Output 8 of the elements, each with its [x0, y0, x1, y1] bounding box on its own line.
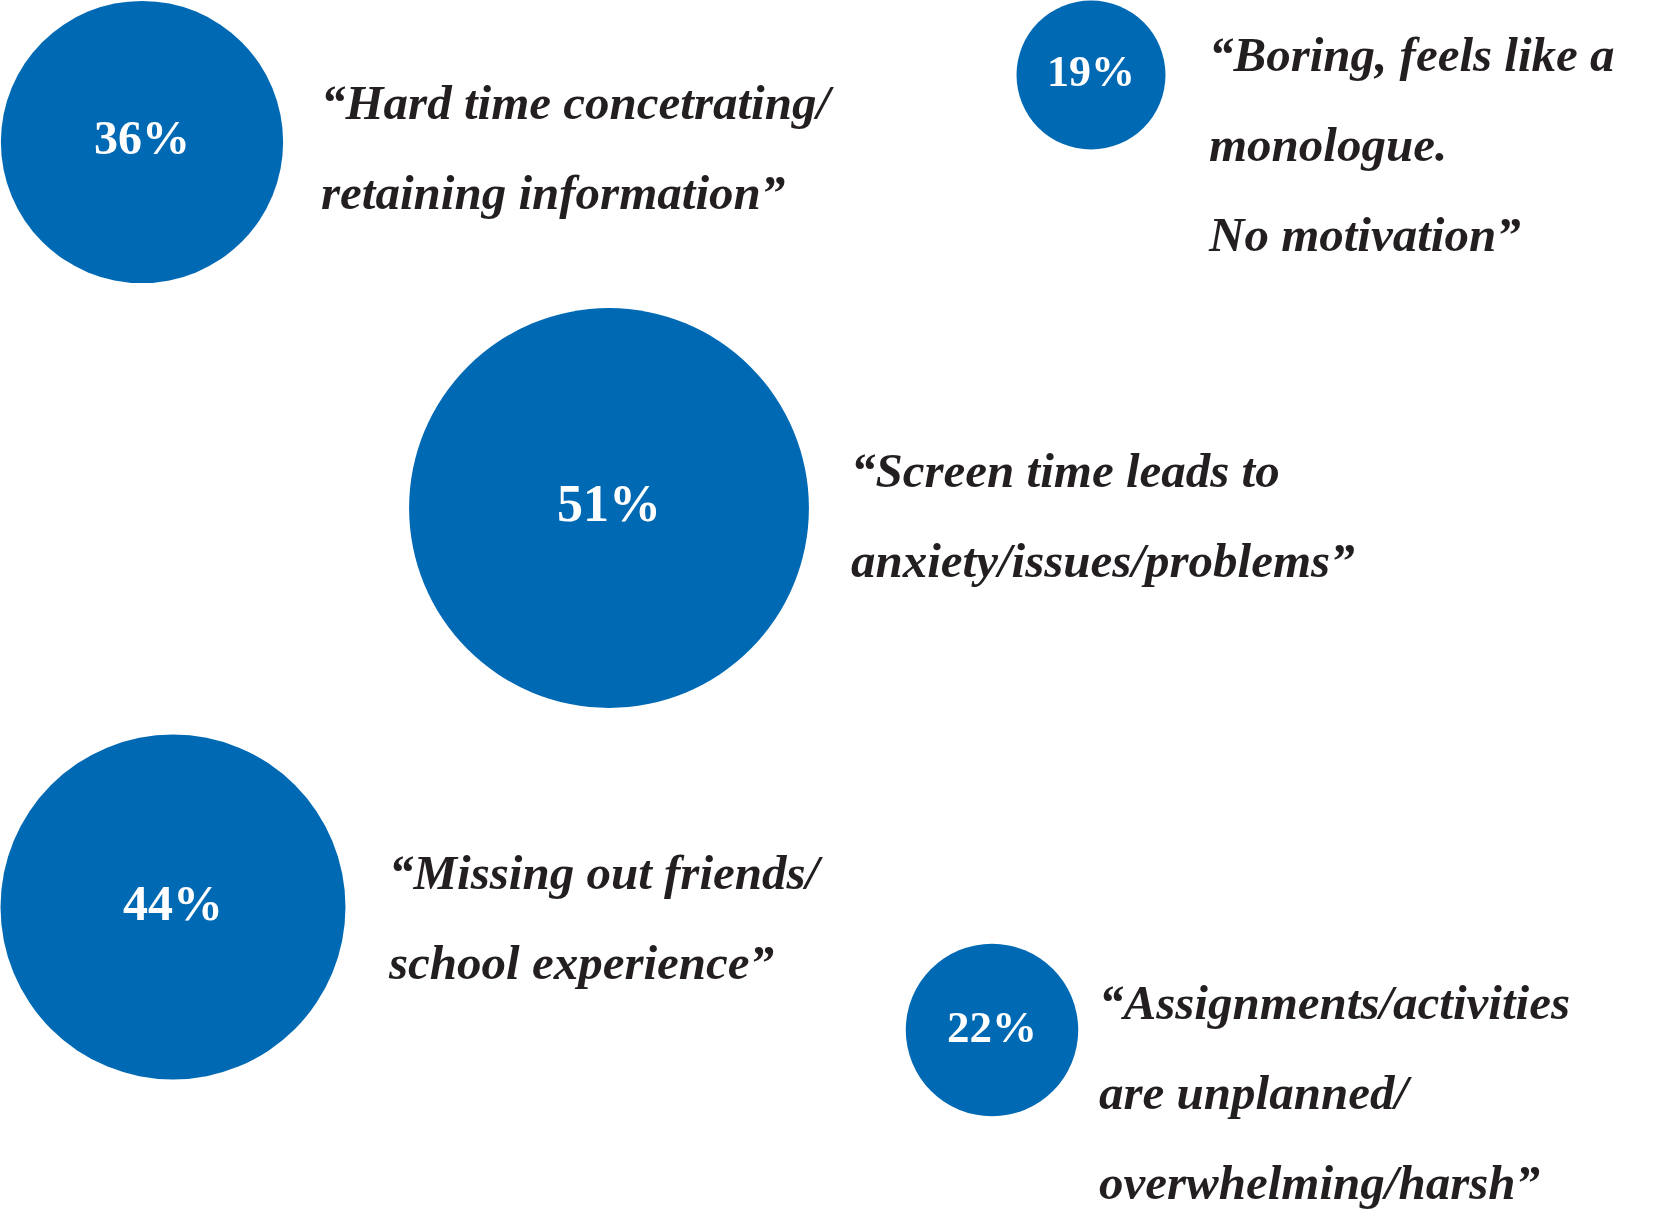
data-label: 36% [94, 111, 190, 165]
data-label: 51% [557, 475, 661, 533]
category-label: “Screen time leads to anxiety/issues/problems” [851, 442, 1355, 590]
data-label: 44% [123, 874, 223, 931]
data-label: 22% [947, 1001, 1037, 1052]
category-label: “Assignments/activities are unplanned/ overwhelming/harsh” [1099, 974, 1570, 1212]
category-label: “Boring, feels like a monologue. No motivation” [1209, 26, 1615, 264]
data-label: 19% [1047, 47, 1135, 97]
